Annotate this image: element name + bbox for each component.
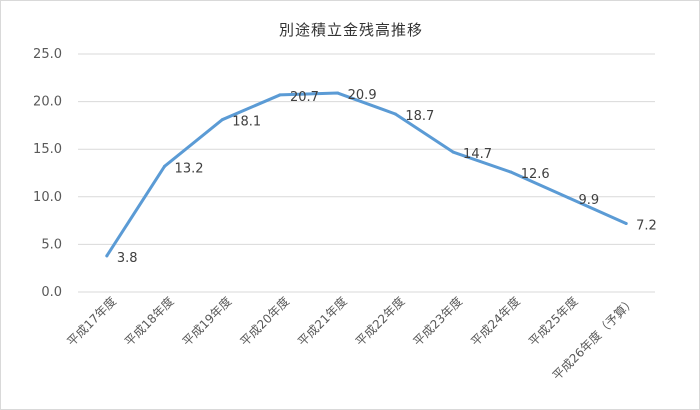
series-layer: [105, 91, 628, 258]
data-point: [163, 164, 167, 168]
series-line-0: [105, 91, 628, 258]
data-label: 18.7: [405, 109, 434, 124]
x-tick-label: 平成18年度: [121, 294, 176, 349]
y-tick-label: 15.0: [33, 142, 62, 157]
data-point: [336, 91, 340, 95]
chart-title: 別途積立金残高推移: [278, 21, 423, 39]
data-point: [393, 112, 397, 116]
x-axis-ticks: 平成17年度 平成18年度 平成19年度 平成20年度 平成21年度 平成22年度 平成23…: [64, 294, 639, 383]
data-label: 14.7: [463, 147, 492, 162]
y-axis-ticks: 0.0 5.0 10.0 15.0 20.0 25.0: [33, 47, 62, 300]
data-label: 20.9: [348, 88, 377, 103]
data-label: 12.6: [521, 167, 550, 182]
y-tick-label: 10.0: [33, 190, 62, 205]
data-point: [451, 150, 455, 154]
x-tick-label: 平成24年度: [468, 294, 523, 349]
y-tick-label: 0.0: [41, 285, 62, 300]
data-labels: 3.8 13.2 18.1 20.7 20.9 18.7 14.7 12.6 9.9 7.2: [117, 88, 657, 266]
x-tick-label: 平成21年度: [294, 294, 349, 349]
x-tick-label: 平成20年度: [237, 294, 292, 349]
grid-layer: [78, 53, 655, 293]
data-label: 3.8: [117, 251, 138, 266]
x-tick-label: 平成25年度: [525, 294, 580, 349]
y-tick-label: 5.0: [41, 237, 62, 252]
x-tick-label: 平成23年度: [410, 294, 465, 349]
data-point: [220, 118, 224, 122]
data-point: [566, 196, 570, 200]
data-label: 20.7: [290, 90, 319, 105]
data-label: 13.2: [175, 161, 204, 176]
data-label: 18.1: [232, 115, 261, 130]
y-tick-label: 25.0: [33, 47, 62, 62]
x-tick-label: 平成19年度: [179, 294, 234, 349]
x-tick-label: 平成17年度: [64, 294, 119, 349]
data-point: [624, 221, 628, 225]
data-label: 9.9: [578, 193, 599, 208]
data-point: [105, 254, 109, 258]
y-tick-label: 20.0: [33, 95, 62, 110]
data-point: [278, 93, 282, 97]
data-label: 7.2: [636, 218, 657, 233]
x-tick-label: 平成22年度: [352, 294, 407, 349]
data-point: [509, 170, 513, 174]
